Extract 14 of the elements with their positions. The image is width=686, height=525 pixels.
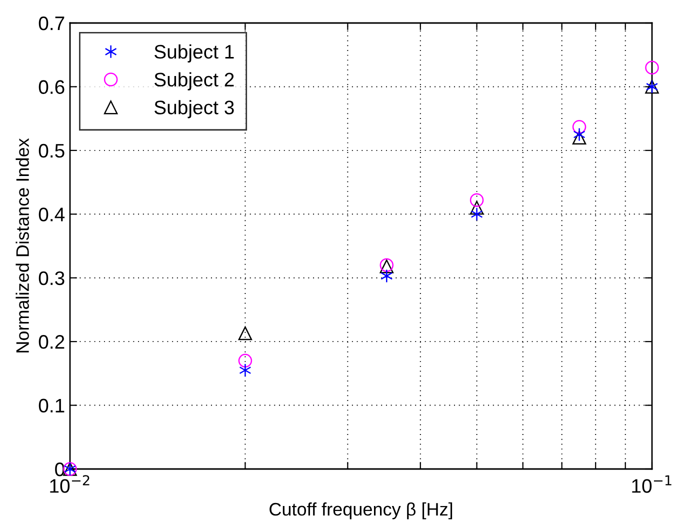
- y-tick-label: 0.4: [38, 208, 65, 222]
- x-axis-title: Cutoff frequency β [Hz]: [270, 502, 452, 520]
- legend-label: Subject 1: [154, 44, 234, 63]
- y-axis-title: Normalized Distance Index: [16, 138, 29, 352]
- legend-label: Subject 3: [154, 100, 234, 118]
- legend-label: Subject 2: [154, 72, 234, 90]
- y-tick-label: 0.7: [38, 16, 64, 30]
- x-tick-label: 10$^{−1}$: [632, 475, 672, 493]
- y-tick-label: 0.5: [38, 144, 64, 158]
- x-tick-label: 10$^{−2}$: [50, 475, 90, 493]
- y-tick-label: 0.6: [38, 80, 64, 94]
- y-tick-label: 0.3: [38, 271, 64, 286]
- y-tick-label: 0.2: [38, 335, 64, 349]
- y-tick-label: 0.1: [38, 398, 64, 413]
